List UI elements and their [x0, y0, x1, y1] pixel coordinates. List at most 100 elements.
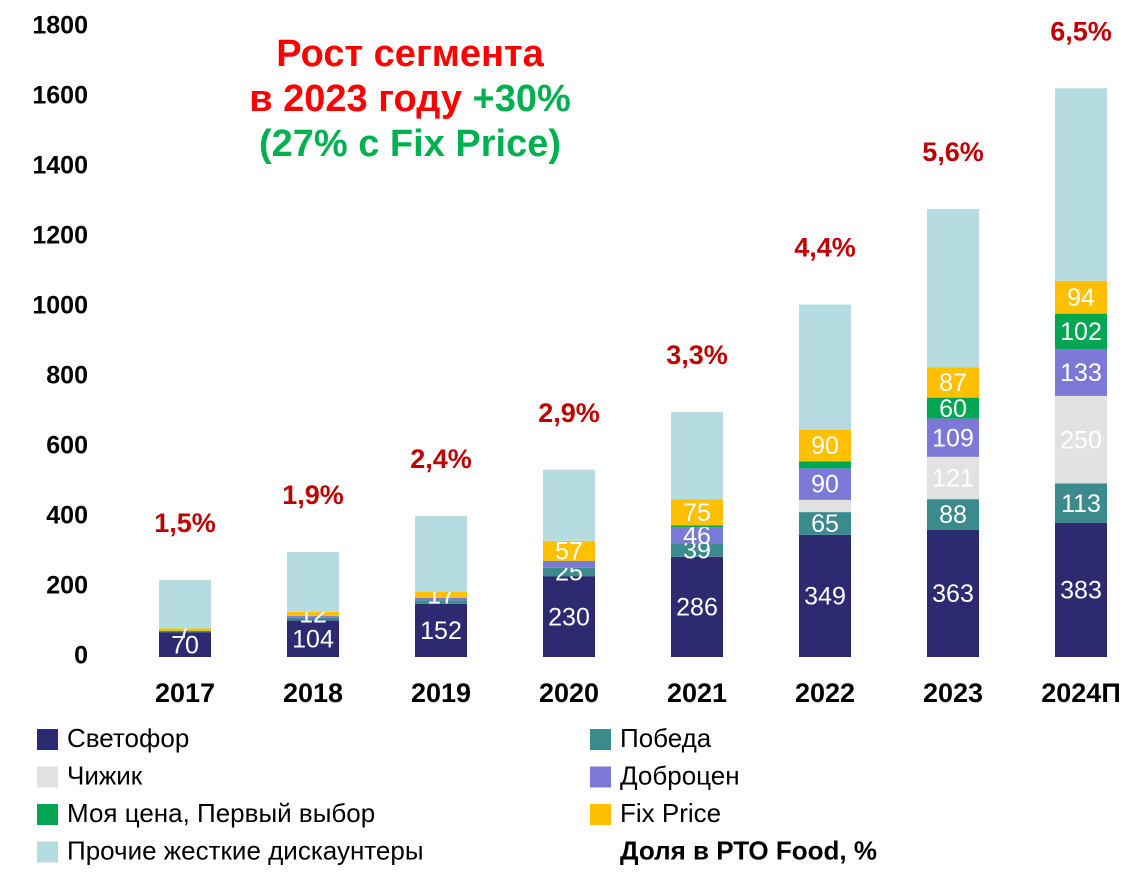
legend-swatch — [590, 766, 611, 788]
share-label: 2,9% — [538, 398, 600, 428]
y-tick-label: 1200 — [32, 222, 88, 250]
data-label: 94 — [1067, 284, 1095, 312]
data-label: 152 — [420, 617, 462, 645]
y-tick-label: 1600 — [32, 82, 88, 110]
bar-segment — [927, 456, 979, 500]
data-label: 113 — [1061, 490, 1101, 518]
x-tick-label: 2021 — [667, 678, 727, 708]
bar-segment — [415, 591, 467, 598]
data-label: 363 — [932, 580, 974, 608]
data-label: 230 — [548, 603, 590, 631]
y-tick-label: 1000 — [32, 292, 88, 320]
y-tick-label: 1800 — [32, 12, 88, 40]
bar-segment — [287, 611, 339, 617]
data-label: 75 — [683, 499, 711, 527]
bar-segment — [799, 429, 851, 462]
data-label: 102 — [1060, 318, 1102, 346]
bar-segment — [415, 600, 467, 604]
bar-segment — [415, 597, 467, 601]
y-tick-label: 800 — [46, 362, 88, 390]
x-tick-label: 2022 — [795, 678, 855, 708]
bar-segment — [671, 556, 723, 657]
bar-segment — [159, 628, 211, 631]
bar-segment — [287, 552, 339, 612]
share-label: 6,5% — [1050, 16, 1112, 46]
bar-segment — [543, 567, 595, 577]
annotation: (27% с Fix Price) — [259, 123, 561, 165]
data-label: 109 — [932, 424, 974, 452]
data-label: 57 — [555, 537, 583, 565]
annotation: +30% — [473, 78, 571, 120]
y-tick-label: 200 — [46, 572, 88, 600]
data-label: 90 — [811, 471, 839, 499]
bar-segment — [1055, 349, 1107, 396]
data-label: 383 — [1060, 577, 1102, 605]
share-label: 5,6% — [922, 137, 984, 167]
bar-segment — [415, 515, 467, 592]
data-label: 70 — [171, 631, 199, 659]
data-label: 133 — [1060, 359, 1102, 387]
legend-label: Победа — [620, 723, 712, 753]
legend-swatch — [590, 804, 611, 825]
annotation: в 2023 году +30% — [249, 78, 571, 120]
bar-segment — [543, 576, 595, 657]
legend-swatch — [37, 729, 58, 750]
bar-segment — [1055, 280, 1107, 314]
data-label: 90 — [811, 432, 839, 460]
legend-swatch — [37, 766, 58, 788]
bar-segment — [415, 603, 467, 657]
x-tick-label: 2023 — [923, 678, 983, 708]
bar-segment — [287, 617, 339, 621]
bar-segment — [287, 620, 339, 657]
bar-segment — [1055, 88, 1107, 281]
bar-segment — [671, 412, 723, 500]
data-label: 104 — [292, 625, 334, 653]
legend-swatch — [37, 841, 58, 863]
share-label: 4,4% — [794, 233, 856, 263]
x-tick-label: 2020 — [539, 678, 599, 708]
share-label: 2,4% — [410, 444, 472, 474]
legend-label: Чижик — [67, 760, 143, 790]
y-tick-label: 1400 — [32, 152, 88, 180]
legend-label: Доля в РТО Food, % — [620, 835, 877, 865]
x-tick-label: 2024П — [1041, 678, 1120, 708]
bar-segment — [799, 512, 851, 535]
bar-segment — [927, 209, 979, 368]
data-label: 250 — [1060, 426, 1102, 454]
bar-segment — [543, 560, 595, 568]
data-label: 88 — [939, 501, 967, 529]
bar-segment — [1055, 522, 1107, 657]
y-tick-label: 0 — [74, 642, 88, 670]
legend-swatch — [590, 729, 611, 750]
share-label: 1,5% — [154, 508, 216, 538]
legend-label: Моя цена, Первый выбор — [67, 798, 375, 828]
y-tick-label: 400 — [46, 502, 88, 530]
bar-segment — [799, 461, 851, 469]
bar-segment — [543, 469, 595, 541]
bar-segment — [799, 304, 851, 430]
annotation: в 2023 году — [249, 78, 462, 120]
x-tick-label: 2018 — [283, 678, 343, 708]
bar-segment — [799, 534, 851, 657]
data-label: 121 — [932, 465, 974, 493]
annotation: Рост сегмента — [276, 33, 544, 75]
bar-segment — [1055, 395, 1107, 484]
bar-segment — [287, 616, 339, 618]
bar-segment — [927, 397, 979, 419]
bar-segment — [671, 499, 723, 526]
bar-segment — [159, 580, 211, 629]
bar-segment — [543, 540, 595, 561]
data-label: 349 — [804, 583, 846, 611]
bar-segment — [927, 499, 979, 530]
bar-segment — [927, 529, 979, 657]
share-label: 1,9% — [282, 480, 344, 510]
x-tick-label: 2019 — [411, 678, 471, 708]
bar-segment — [799, 499, 851, 513]
x-tick-label: 2017 — [155, 678, 215, 708]
y-tick-label: 600 — [46, 432, 88, 460]
data-label: 65 — [811, 510, 839, 538]
bar-segment — [799, 468, 851, 500]
legend-label: Доброцен — [620, 760, 740, 790]
share-label: 3,3% — [666, 340, 728, 370]
